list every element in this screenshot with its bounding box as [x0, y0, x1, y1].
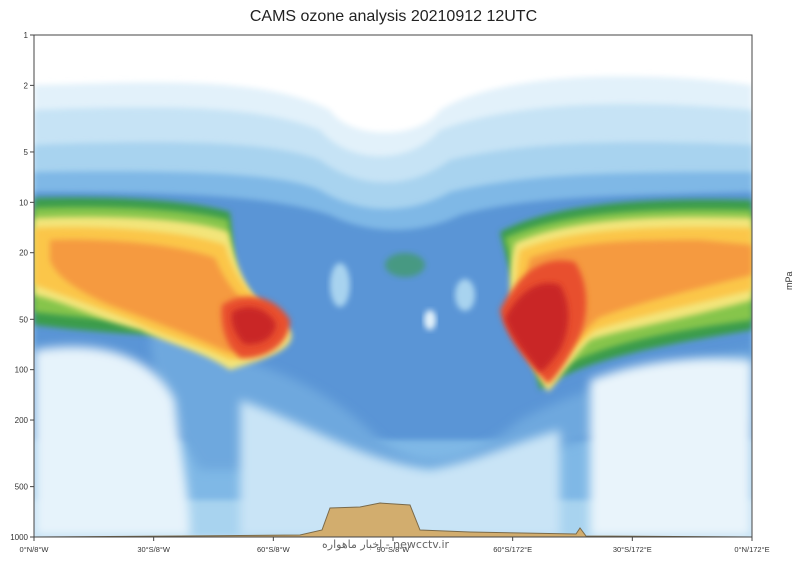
- x-tick-label: 90°S/8°W: [377, 545, 411, 554]
- x-tick-label: 60°S/8°W: [257, 545, 291, 554]
- chart-title: CAMS ozone analysis 20210912 12UTC: [249, 8, 538, 25]
- y-tick-label: 20: [19, 249, 28, 258]
- y-tick-label: 1: [24, 31, 29, 40]
- x-tick-label: 0°N/8°W: [20, 545, 50, 554]
- y-tick-label: 100: [15, 366, 29, 375]
- x-tick-label: 30°S/172°E: [613, 545, 652, 554]
- y-axis: 1 2 5 10 20 50 100 200 500 1000: [10, 31, 34, 542]
- y-tick-label: 500: [15, 483, 29, 492]
- unit-label: mPa: [784, 271, 794, 290]
- y-tick-label: 1000: [10, 533, 28, 542]
- y-tick-label: 2: [24, 81, 29, 90]
- watermark-text: اخبار ماهواره - newcctv.ir: [322, 538, 450, 551]
- y-tick-label: 50: [19, 315, 28, 324]
- y-tick-label: 200: [15, 416, 29, 425]
- orography-surface: [33, 502, 753, 538]
- ozone-field: [34, 35, 752, 537]
- x-tick-label: 60°S/172°E: [493, 545, 532, 554]
- y-tick-label: 10: [19, 198, 28, 207]
- x-tick-label: 30°S/8°W: [137, 545, 171, 554]
- x-axis: 0°N/8°W 30°S/8°W 60°S/8°W 90°S/8°W 60°S/172°…: [20, 537, 770, 554]
- x-tick-label: 0°N/172°E: [734, 545, 769, 554]
- y-tick-label: 5: [24, 148, 29, 157]
